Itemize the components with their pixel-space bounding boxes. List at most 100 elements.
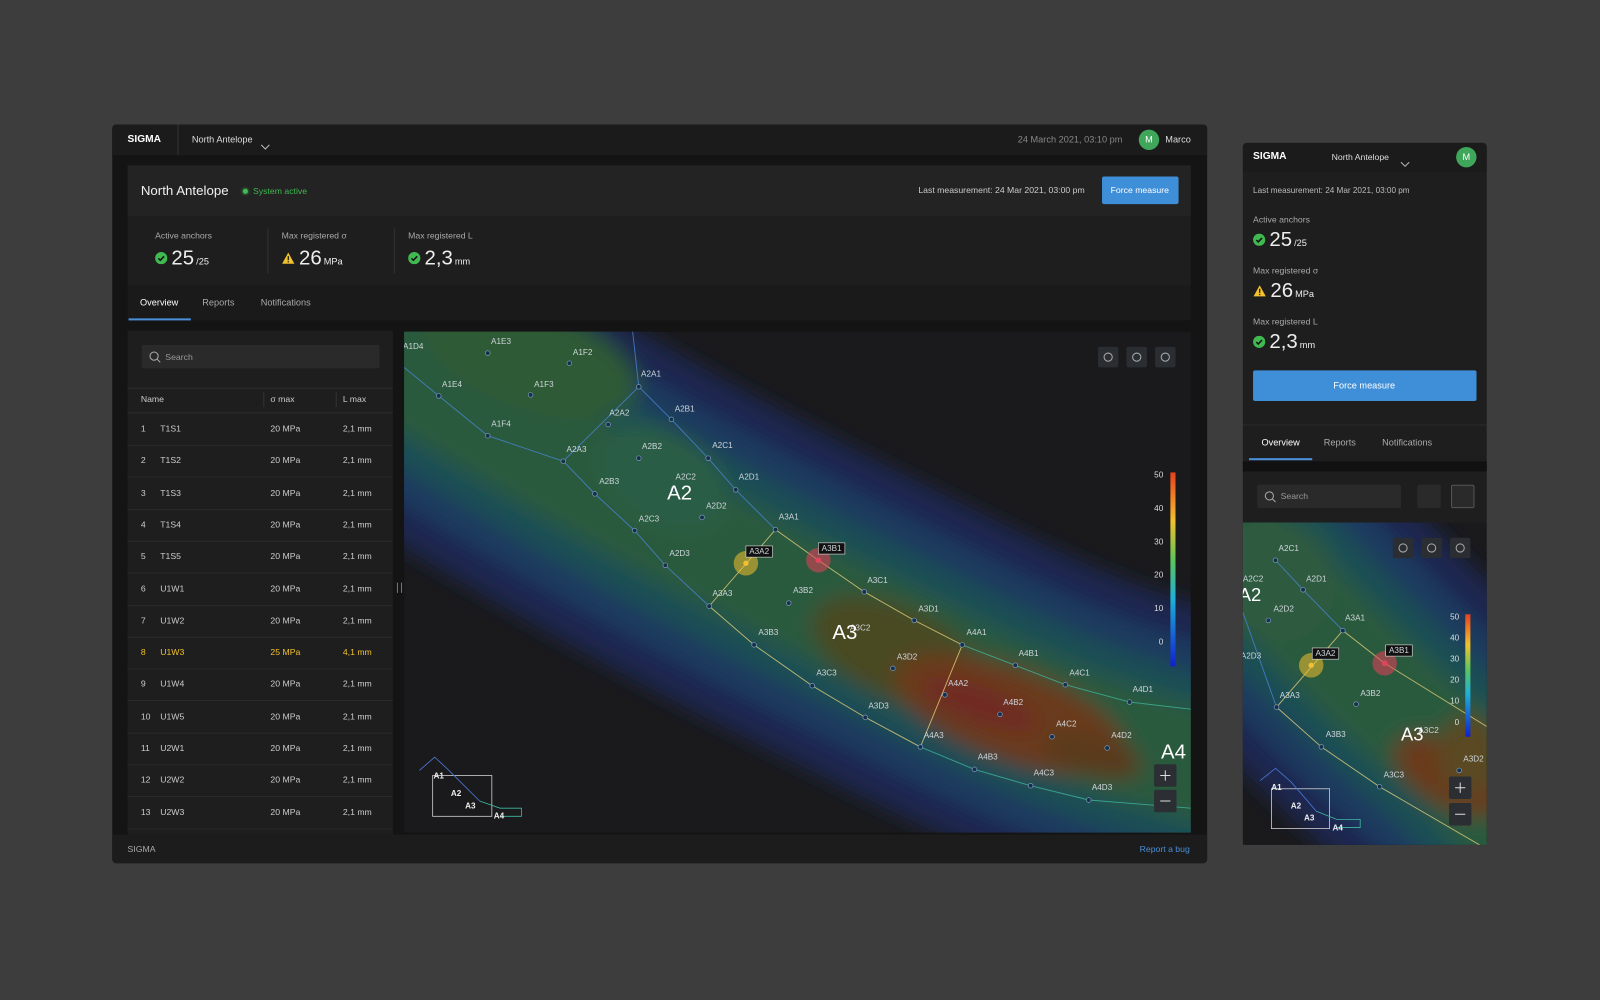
- force-button[interactable]: [1102, 176, 1179, 205]
- table-cell[interactable]: 20 MPa: [270, 423, 301, 434]
- stat-value: 26 MPa: [1253, 280, 1406, 304]
- table-cell[interactable]: 25 MPa: [270, 646, 301, 658]
- anchor-label: A1E4: [442, 380, 462, 389]
- table-cell[interactable]: 2,1 mm: [342, 678, 372, 690]
- anchor-label: A2C1: [712, 441, 733, 450]
- table-row[interactable]: [127, 477, 393, 510]
- tab[interactable]: Reports: [202, 297, 235, 308]
- table-cell[interactable]: 4,1 mm: [342, 646, 372, 658]
- table-cell[interactable]: 20 MPa: [270, 583, 301, 594]
- heatmap: [404, 331, 1191, 833]
- anchor-label: A2C3: [639, 515, 660, 524]
- table-cell[interactable]: 11: [140, 742, 150, 753]
- search-placeholder[interactable]: Search: [1280, 490, 1309, 501]
- table-cell[interactable]: 2: [140, 455, 146, 466]
- map-tool-button[interactable]: [1449, 537, 1471, 559]
- table-cell[interactable]: 20 MPa: [270, 806, 301, 817]
- map-tool-button[interactable]: [1097, 346, 1119, 368]
- table-cell[interactable]: 2,1 mm: [342, 487, 372, 498]
- table-cell[interactable]: 2,1 mm: [342, 423, 372, 434]
- table-cell[interactable]: 7: [140, 614, 146, 626]
- table-cell[interactable]: 20 MPa: [270, 551, 301, 562]
- table-cell[interactable]: 20 MPa: [270, 710, 301, 722]
- list-toggle[interactable]: [1417, 484, 1441, 509]
- report-bug-link[interactable]: Report a bug: [1139, 843, 1190, 854]
- table-row[interactable]: [127, 669, 393, 702]
- table-cell[interactable]: 8: [140, 646, 146, 658]
- table-cell[interactable]: 10: [140, 710, 151, 722]
- table-cell[interactable]: 9: [140, 678, 146, 690]
- table-cell[interactable]: U2W2: [160, 774, 185, 785]
- table-cell[interactable]: 2,1 mm: [342, 519, 372, 530]
- table-row[interactable]: [127, 701, 393, 734]
- tab[interactable]: Reports: [1323, 437, 1356, 448]
- table-cell[interactable]: T1S4: [160, 519, 181, 530]
- tab[interactable]: Notifications: [260, 297, 311, 308]
- table-cell[interactable]: U2W3: [160, 806, 185, 817]
- table-cell[interactable]: U1W5: [160, 710, 185, 722]
- force-button-label[interactable]: Force measure: [1333, 380, 1396, 391]
- table-cell[interactable]: 2,1 mm: [342, 710, 372, 722]
- tab[interactable]: Overview: [1261, 437, 1300, 448]
- table-cell[interactable]: 2,1 mm: [342, 742, 372, 753]
- table-cell[interactable]: 20 MPa: [270, 519, 301, 530]
- table-cell[interactable]: 20 MPa: [270, 774, 301, 785]
- table-cell[interactable]: 2,1 mm: [342, 774, 372, 785]
- map-toggle[interactable]: [1451, 484, 1475, 509]
- table-cell[interactable]: T1S5: [160, 551, 181, 562]
- table-cell[interactable]: U1W4: [160, 678, 185, 690]
- table-cell[interactable]: U1W2: [160, 614, 185, 626]
- table-cell[interactable]: 2,1 mm: [342, 806, 372, 817]
- table-cell[interactable]: 20 MPa: [270, 678, 301, 690]
- table-cell[interactable]: 2,1 mm: [342, 583, 372, 594]
- table-cell[interactable]: 2,1 mm: [342, 551, 372, 562]
- map-tool-button[interactable]: [1126, 346, 1147, 368]
- search-placeholder[interactable]: Search: [165, 351, 193, 363]
- table-row[interactable]: [127, 413, 393, 446]
- site-selector[interactable]: North Antelope: [1331, 151, 1390, 163]
- table-cell[interactable]: U2W1: [160, 742, 185, 753]
- table-cell[interactable]: U1W3: [160, 646, 185, 658]
- table-cell[interactable]: T1S3: [160, 487, 181, 498]
- table-row[interactable]: [127, 541, 393, 574]
- map-tool-button[interactable]: [1155, 346, 1176, 368]
- force-button[interactable]: [1253, 370, 1477, 402]
- force-button-label[interactable]: Force measure: [1110, 184, 1169, 195]
- table-row[interactable]: [127, 605, 393, 638]
- table-cell[interactable]: T1S2: [160, 455, 181, 466]
- table-row[interactable]: [127, 573, 393, 606]
- map-tool-button[interactable]: [1392, 537, 1414, 559]
- table-cell[interactable]: U1W1: [160, 583, 185, 594]
- table-row[interactable]: [127, 733, 393, 766]
- user-name[interactable]: Marco: [1165, 134, 1191, 145]
- table-cell[interactable]: 20 MPa: [270, 487, 301, 498]
- table-row[interactable]: [127, 797, 393, 830]
- anchor-label: A2D3: [1243, 651, 1262, 660]
- tab[interactable]: Overview: [140, 297, 179, 308]
- tab[interactable]: Notifications: [1382, 437, 1433, 448]
- table-cell[interactable]: 20 MPa: [270, 455, 301, 466]
- table-cell[interactable]: 12: [140, 774, 151, 785]
- table-cell[interactable]: 1: [140, 423, 146, 434]
- table-cell[interactable]: T1S1: [160, 423, 181, 434]
- table-row[interactable]: [127, 637, 393, 670]
- avatar-initial: M: [1145, 134, 1153, 145]
- splitter[interactable]: [396, 582, 403, 593]
- table-cell[interactable]: 2,1 mm: [342, 614, 372, 626]
- site-selector[interactable]: North Antelope: [191, 134, 253, 145]
- map-tool-button[interactable]: [1421, 537, 1442, 559]
- table-row[interactable]: [127, 509, 393, 542]
- table-cell[interactable]: 4: [140, 519, 146, 530]
- table-row[interactable]: [127, 765, 393, 798]
- table-cell[interactable]: 13: [140, 806, 151, 817]
- table-cell[interactable]: 3: [140, 487, 146, 498]
- table-cell[interactable]: 5: [140, 551, 146, 562]
- table-cell[interactable]: 20 MPa: [270, 742, 301, 753]
- table-cell[interactable]: 20 MPa: [270, 614, 301, 626]
- table-cell[interactable]: 6: [140, 583, 146, 594]
- table-row[interactable]: [127, 445, 393, 478]
- search-box[interactable]: [141, 344, 380, 369]
- table-cell[interactable]: 2,1 mm: [342, 455, 372, 466]
- search-box[interactable]: [1257, 484, 1402, 509]
